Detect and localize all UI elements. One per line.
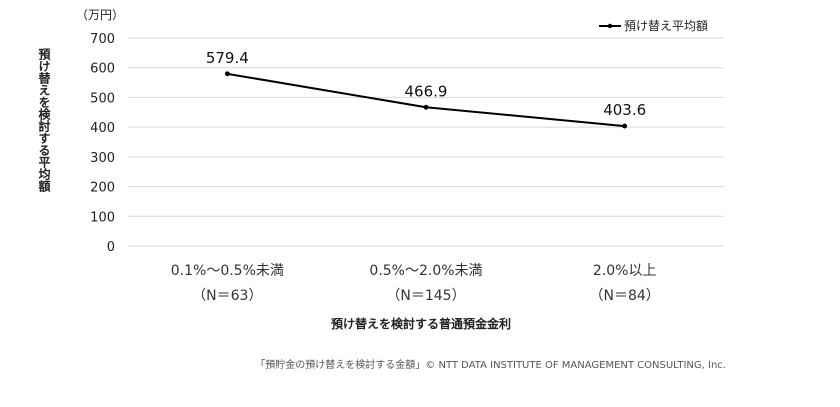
data-point xyxy=(622,123,628,129)
y-axis-label: 預け替えを検討する平均額 xyxy=(37,48,51,193)
y-axis-unit: （万円） xyxy=(76,8,124,22)
y-tick-label: 600 xyxy=(90,62,115,77)
y-tick-label: 200 xyxy=(90,181,115,196)
data-label: 466.9 xyxy=(405,82,448,100)
series-line-group: 579.4 466.9 403.6 xyxy=(206,49,646,129)
x-category-label: 2.0%以上 xyxy=(593,263,657,279)
y-tick-label: 500 xyxy=(90,91,115,106)
y-tick-label: 300 xyxy=(90,151,115,166)
x-category-label: 0.5%～2.0%未満 xyxy=(369,263,482,279)
gridlines xyxy=(128,37,724,247)
copyright-footer: 「預貯金の預け替えを検討する金額」© NTT DATA INSTITUTE OF… xyxy=(255,358,726,371)
y-tick-label: 0 xyxy=(107,240,115,255)
legend-entry: 預け替え平均額 xyxy=(624,19,708,33)
data-point xyxy=(224,71,230,77)
data-label: 579.4 xyxy=(206,49,249,67)
x-category-sample-size: （N＝84） xyxy=(590,288,660,304)
y-tick-label: 700 xyxy=(90,32,115,47)
legend: 預け替え平均額 xyxy=(599,19,708,33)
data-point xyxy=(423,104,429,110)
x-category-sample-size: （N＝145） xyxy=(386,288,465,304)
x-category-sample-size: （N＝63） xyxy=(192,288,262,304)
x-axis-categories: 0.1%～0.5%未満 （N＝63） 0.5%～2.0%未満 （N＝145） 2.0%以… xyxy=(171,263,660,304)
y-tick-label: 100 xyxy=(90,210,115,225)
y-tick-label: 400 xyxy=(90,121,115,136)
legend-marker-swatch xyxy=(607,23,613,29)
data-label: 403.6 xyxy=(603,101,646,119)
y-axis-ticks: 0 100 200 300 400 500 600 700 xyxy=(90,32,115,255)
x-axis-label: 預け替えを検討する普通預金金利 xyxy=(331,316,511,331)
y-axis-title: 預け替えを検討する平均額 xyxy=(37,48,51,193)
x-category-label: 0.1%～0.5%未満 xyxy=(171,263,284,279)
